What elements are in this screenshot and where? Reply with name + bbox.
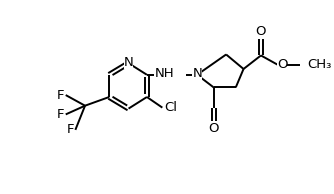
Text: O: O [256, 25, 266, 38]
Text: N: N [124, 56, 133, 69]
Text: N: N [192, 67, 202, 80]
Text: F: F [67, 123, 74, 136]
Text: CH₃: CH₃ [307, 58, 332, 71]
Text: F: F [57, 89, 65, 102]
Text: F: F [57, 108, 65, 121]
Text: O: O [277, 58, 288, 71]
Text: O: O [208, 122, 219, 135]
Text: Cl: Cl [165, 101, 178, 114]
Text: NH: NH [155, 67, 174, 80]
